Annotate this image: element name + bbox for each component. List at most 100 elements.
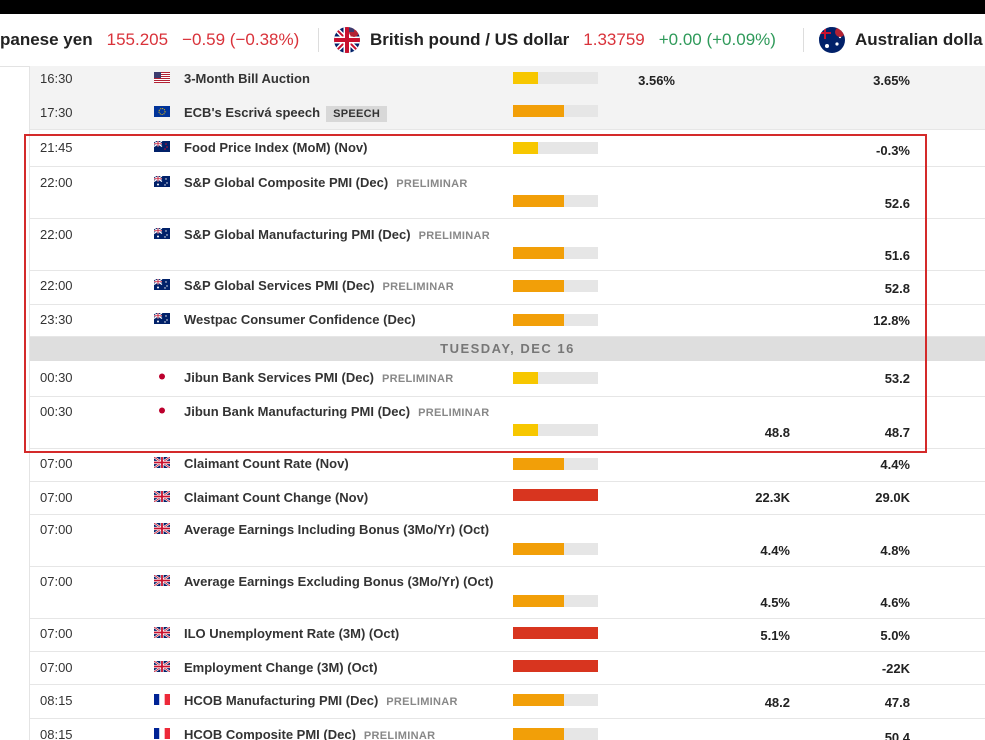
forecast-value: 48.8	[764, 425, 790, 440]
event-title[interactable]: Average Earnings Excluding Bonus (3Mo/Yr…	[184, 574, 493, 589]
event-name: Jibun Bank Services PMI (Dec)	[184, 370, 375, 385]
event-title[interactable]: HCOB Manufacturing PMI (Dec) PRELIMINAR	[184, 693, 458, 708]
impact-bar	[513, 72, 598, 84]
event-time: 21:45	[40, 140, 73, 155]
ticker-divider	[318, 28, 319, 52]
previous-value: 4.4%	[880, 457, 910, 472]
event-row[interactable]: 08:15 HCOB Composite PMI (Dec) PRELIMINAR 5…	[30, 718, 985, 740]
event-row[interactable]: 08:15 HCOB Manufacturing PMI (Dec) PRELIMI…	[30, 684, 985, 719]
event-name: S&P Global Composite PMI (Dec)	[184, 175, 389, 190]
event-title[interactable]: Jibun Bank Services PMI (Dec) PRELIMINAR	[184, 370, 453, 385]
forecast-value: 22.3K	[755, 490, 790, 505]
event-time: 07:00	[40, 626, 73, 641]
forecast-value: 4.5%	[760, 595, 790, 610]
ticker-item-audusd[interactable]: Australian dolla	[819, 14, 983, 66]
event-title[interactable]: Average Earnings Including Bonus (3Mo/Yr…	[184, 522, 489, 537]
event-row[interactable]: 23:30 Westpac Consumer Confidence (Dec) 12…	[30, 304, 985, 337]
event-row[interactable]: 17:30 ECB's Escrivá speech SPEECH	[30, 96, 985, 130]
event-row[interactable]: 00:30 Jibun Bank Services PMI (Dec) PRELIM…	[30, 360, 985, 397]
event-time: 00:30	[40, 404, 73, 419]
event-time: 07:00	[40, 490, 73, 505]
event-title[interactable]: ECB's Escrivá speech SPEECH	[184, 105, 388, 122]
previous-value: 29.0K	[875, 490, 910, 505]
event-title[interactable]: S&P Global Composite PMI (Dec) PRELIMINAR	[184, 175, 468, 190]
impact-fill-low	[513, 372, 538, 384]
event-row[interactable]: 07:00 Employment Change (3M) (Oct) -22K	[30, 651, 985, 685]
event-row[interactable]: 22:00 S&P Global Services PMI (Dec) PRELIM…	[30, 270, 985, 305]
ticker-name: panese yen	[0, 30, 93, 49]
event-time: 22:00	[40, 278, 73, 293]
event-title[interactable]: Claimant Count Rate (Nov)	[184, 456, 349, 471]
previous-value: 52.6	[884, 196, 910, 211]
ticker-divider	[803, 28, 804, 52]
impact-bar	[513, 543, 598, 555]
event-row[interactable]: 07:00 ILO Unemployment Rate (3M) (Oct) 5.1…	[30, 618, 985, 652]
nz-flag-icon	[154, 141, 170, 152]
gb-flag-icon	[154, 661, 170, 672]
impact-fill-low	[513, 142, 538, 154]
previous-value: 51.6	[884, 248, 910, 263]
event-title[interactable]: Claimant Count Change (Nov)	[184, 490, 368, 505]
ticker-change: +0.00 (+0.09%)	[658, 30, 776, 49]
event-row[interactable]: 07:00 Claimant Count Change (Nov) 22.3K 29.…	[30, 481, 985, 515]
event-title[interactable]: S&P Global Manufacturing PMI (Dec) PRELIM…	[184, 227, 490, 242]
event-time: 07:00	[40, 574, 73, 589]
impact-bar	[513, 595, 598, 607]
event-row[interactable]: 07:00 Average Earnings Including Bonus (3…	[30, 514, 985, 567]
impact-bar	[513, 627, 598, 639]
preliminary-tag: PRELIMINAR	[363, 730, 436, 740]
impact-bar	[513, 280, 598, 292]
ticker-item-usdjpy[interactable]: panese yen 155.205 −0.59 (−0.38%)	[0, 14, 299, 66]
impact-fill-med	[513, 595, 564, 607]
event-name: Employment Change (3M) (Oct)	[184, 660, 378, 675]
impact-bar	[513, 314, 598, 326]
preliminary-tag: PRELIMINAR	[418, 407, 490, 419]
event-name: S&P Global Services PMI (Dec)	[184, 278, 375, 293]
impact-fill-med	[513, 694, 564, 706]
ticker-change: −0.59 (−0.38%)	[182, 30, 300, 49]
impact-fill-med	[513, 543, 564, 555]
impact-bar	[513, 424, 598, 436]
previous-value: 47.8	[884, 695, 910, 710]
previous-value: 52.8	[884, 281, 910, 296]
impact-bar	[513, 489, 598, 501]
ticker-strip: panese yen 155.205 −0.59 (−0.38%) Britis…	[0, 14, 985, 67]
event-row[interactable]: 07:00 Average Earnings Excluding Bonus (3…	[30, 566, 985, 619]
event-title[interactable]: S&P Global Services PMI (Dec) PRELIMINAR	[184, 278, 454, 293]
au-flag-icon	[154, 279, 170, 290]
au-flag-icon	[154, 228, 170, 239]
economic-calendar: 16:30 3-Month Bill Auction 3.56% 3.65% 17:30…	[0, 66, 985, 740]
event-row[interactable]: 22:00 S&P Global Manufacturing PMI (Dec) P…	[30, 218, 985, 271]
event-row[interactable]: 22:00 S&P Global Composite PMI (Dec) PRELI…	[30, 166, 985, 219]
event-title[interactable]: Employment Change (3M) (Oct)	[184, 660, 378, 675]
gb-flag-icon	[154, 457, 170, 468]
gb-flag-icon	[154, 523, 170, 534]
event-row[interactable]: 00:30 Jibun Bank Manufacturing PMI (Dec) P…	[30, 396, 985, 449]
event-row[interactable]: 16:30 3-Month Bill Auction 3.56% 3.65%	[30, 66, 985, 97]
ticker-item-gbpusd[interactable]: British pound / US dollar 1.33759 +0.00 …	[334, 14, 776, 66]
event-title[interactable]: Westpac Consumer Confidence (Dec)	[184, 312, 416, 327]
impact-fill-med	[513, 105, 564, 117]
impact-fill-med	[513, 195, 564, 207]
event-time: 17:30	[40, 105, 73, 120]
event-row[interactable]: 07:00 Claimant Count Rate (Nov) 4.4%	[30, 448, 985, 482]
event-title[interactable]: HCOB Composite PMI (Dec) PRELIMINAR	[184, 727, 435, 740]
speech-tag: SPEECH	[326, 106, 388, 122]
event-title[interactable]: ILO Unemployment Rate (3M) (Oct)	[184, 626, 399, 641]
event-name: Jibun Bank Manufacturing PMI (Dec)	[184, 404, 411, 419]
event-title[interactable]: 3-Month Bill Auction	[184, 71, 310, 86]
previous-value: 4.6%	[880, 595, 910, 610]
event-name: Average Earnings Including Bonus (3Mo/Yr…	[184, 522, 490, 537]
event-time: 08:15	[40, 727, 73, 740]
window-top-bar	[0, 0, 985, 14]
forecast-value: 5.1%	[760, 628, 790, 643]
event-title[interactable]: Jibun Bank Manufacturing PMI (Dec) PRELIM…	[184, 404, 490, 419]
ticker-name: British pound / US dollar	[370, 30, 570, 49]
ticker-price: 155.205	[106, 30, 169, 49]
event-row[interactable]: 21:45 Food Price Index (MoM) (Nov) -0.3%	[30, 134, 985, 167]
event-title[interactable]: Food Price Index (MoM) (Nov)	[184, 140, 367, 155]
previous-value: 48.7	[884, 425, 910, 440]
preliminary-tag: PRELIMINAR	[396, 178, 468, 190]
au-flag-icon	[154, 176, 170, 187]
event-time: 07:00	[40, 456, 73, 471]
